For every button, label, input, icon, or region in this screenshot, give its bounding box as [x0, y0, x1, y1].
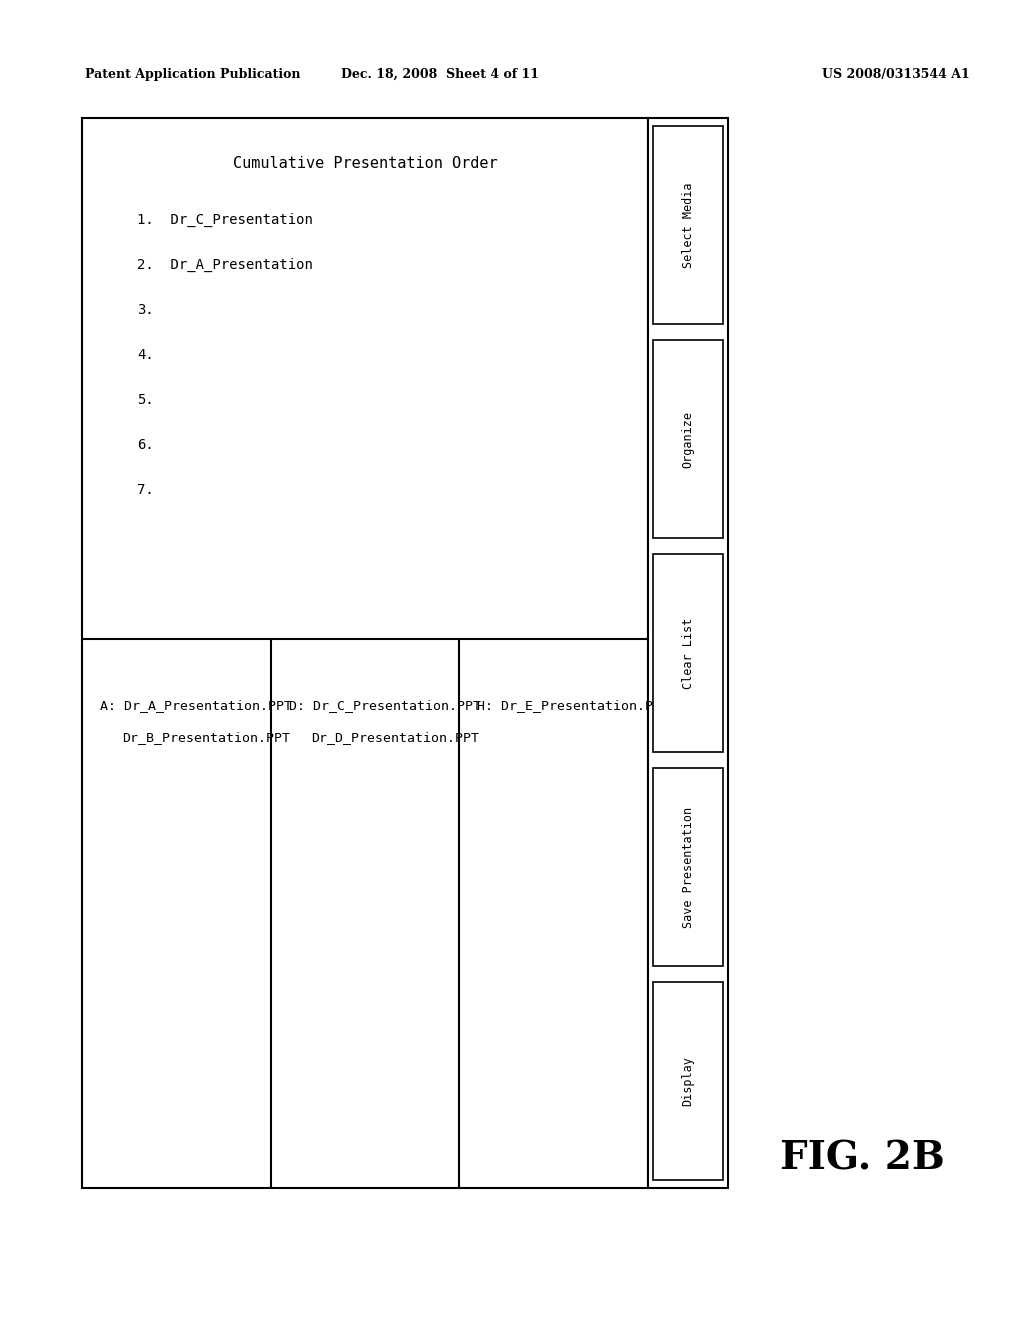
Bar [653, 982, 723, 1180]
Bar [653, 554, 723, 752]
Bar [653, 768, 723, 966]
Text: A: Dr_A_Presentation.PPT: A: Dr_A_Presentation.PPT [100, 700, 292, 711]
Text: 1.  Dr_C_Presentation: 1. Dr_C_Presentation [137, 213, 313, 227]
Text: 5.: 5. [137, 393, 154, 407]
Text: 7.: 7. [137, 483, 154, 498]
Text: Dr_D_Presentation.PPT: Dr_D_Presentation.PPT [310, 731, 478, 744]
Text: Clear List: Clear List [682, 618, 694, 689]
Text: Select Media: Select Media [682, 182, 694, 268]
Text: Save Presentation: Save Presentation [682, 807, 694, 928]
Bar [653, 341, 723, 539]
Text: 6.: 6. [137, 438, 154, 451]
Text: 3.: 3. [137, 304, 154, 317]
Text: 2.  Dr_A_Presentation: 2. Dr_A_Presentation [137, 257, 313, 272]
Bar [82, 117, 648, 1188]
Bar [648, 117, 728, 1188]
Text: Patent Application Publication: Patent Application Publication [85, 69, 300, 81]
Text: 4.: 4. [137, 348, 154, 362]
Text: Dr_B_Presentation.PPT: Dr_B_Presentation.PPT [122, 731, 290, 744]
Text: Cumulative Presentation Order: Cumulative Presentation Order [232, 156, 498, 172]
Text: H: Dr_E_Presentation.PPT: H: Dr_E_Presentation.PPT [477, 700, 670, 711]
Text: Display: Display [682, 1056, 694, 1106]
Text: D: Dr_C_Presentation.PPT: D: Dr_C_Presentation.PPT [289, 700, 480, 711]
Text: Organize: Organize [682, 411, 694, 467]
Text: Dec. 18, 2008  Sheet 4 of 11: Dec. 18, 2008 Sheet 4 of 11 [341, 69, 539, 81]
Text: FIG. 2B: FIG. 2B [780, 1140, 945, 1177]
Text: US 2008/0313544 A1: US 2008/0313544 A1 [822, 69, 970, 81]
Bar [653, 125, 723, 323]
